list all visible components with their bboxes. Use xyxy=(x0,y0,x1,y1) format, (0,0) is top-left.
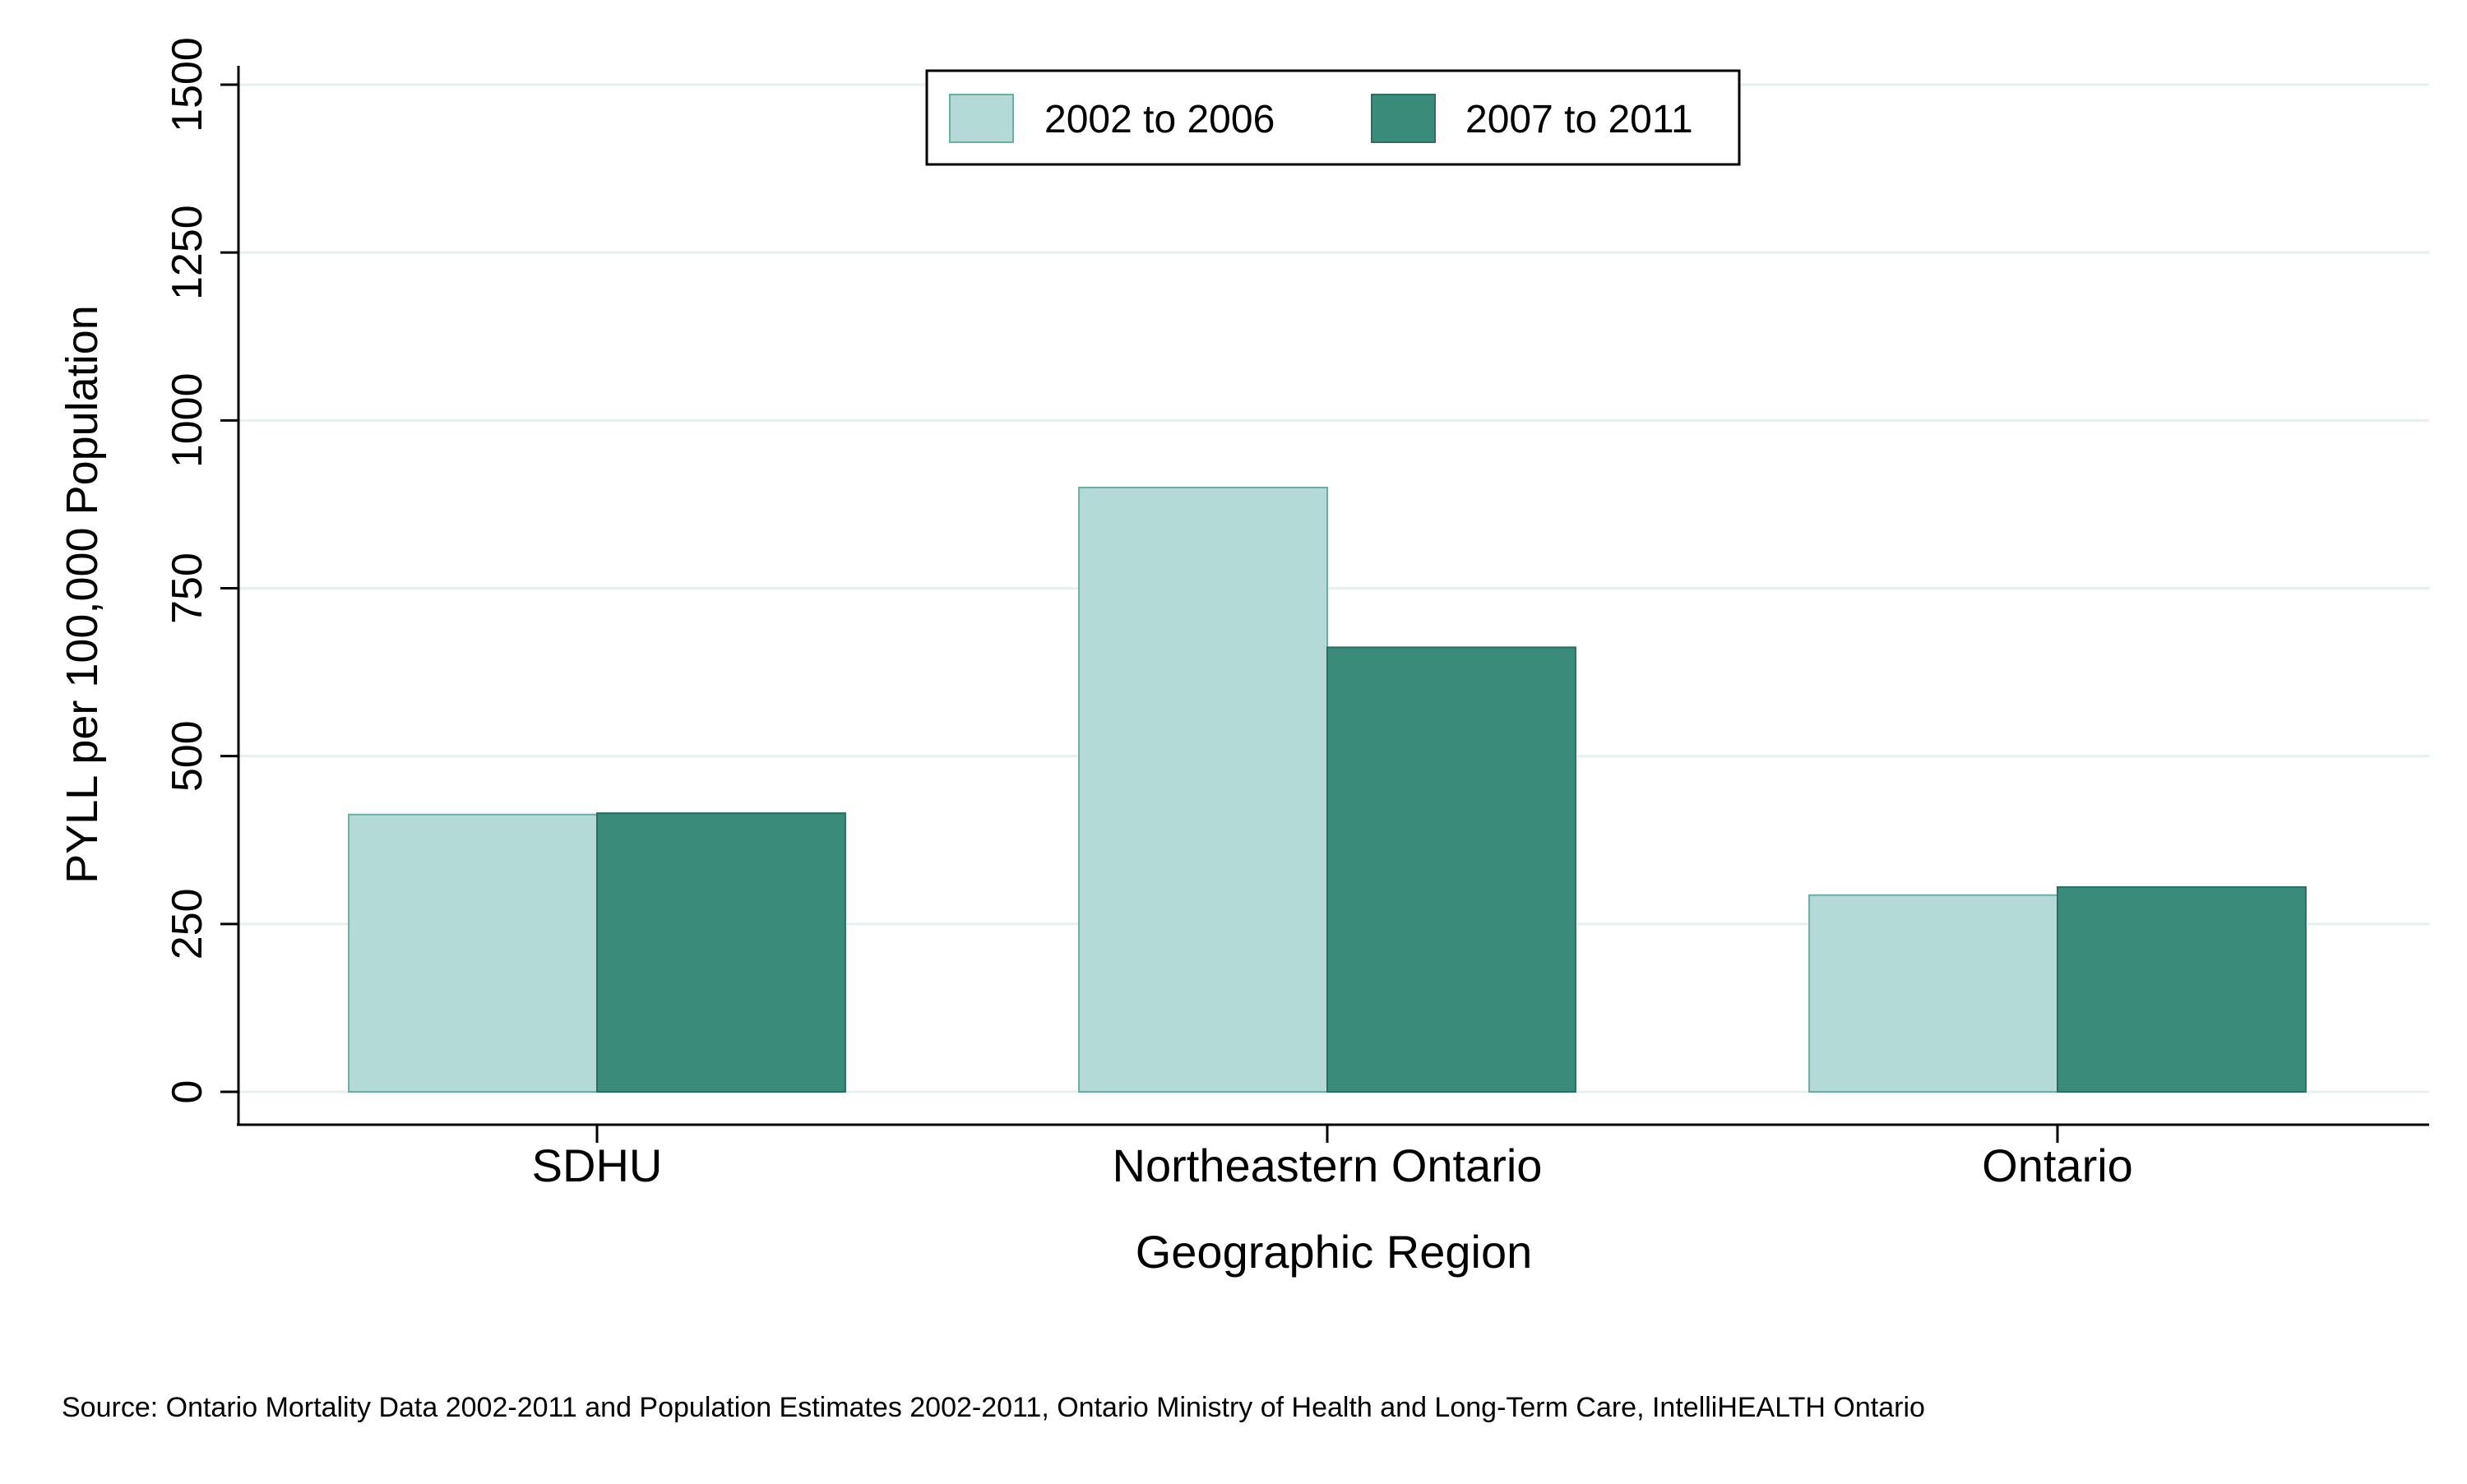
y-tick-label: 250 xyxy=(164,888,211,959)
legend: 2002 to 2006 2007 to 2011 xyxy=(925,69,1741,166)
bar xyxy=(1808,894,2059,1093)
bar xyxy=(2057,885,2307,1093)
legend-swatch-2002-2006 xyxy=(949,94,1014,143)
y-tick-label: 750 xyxy=(164,552,211,624)
bar xyxy=(1326,646,1576,1093)
y-tick-label: 0 xyxy=(164,1080,211,1104)
bar xyxy=(596,812,846,1093)
bars xyxy=(348,487,2307,1093)
x-axis-title: Geographic Region xyxy=(1136,1226,1533,1278)
bar xyxy=(348,813,598,1093)
y-axis-title: PYLL per 100,000 Population xyxy=(58,305,107,884)
y-tick-label: 1250 xyxy=(164,205,211,300)
y-tick-label: 1000 xyxy=(164,372,211,468)
legend-label-2002-2006: 2002 to 2006 xyxy=(1044,98,1275,141)
legend-box xyxy=(925,69,1741,166)
y-tick-label: 500 xyxy=(164,720,211,792)
source-note: Source: Ontario Mortality Data 2002-2011… xyxy=(62,1392,1925,1423)
x-tick-label: Northeastern Ontario xyxy=(1113,1140,1543,1191)
axes xyxy=(237,66,2429,1126)
bar xyxy=(1078,487,1328,1093)
y-tick-label: 1500 xyxy=(164,37,211,132)
x-tick-label: Ontario xyxy=(1982,1140,2133,1191)
x-ticks: SDHU Northeastern Ontario Ontario xyxy=(532,1125,2133,1191)
x-tick-label: SDHU xyxy=(532,1140,663,1191)
legend-swatch-2007-2011 xyxy=(1371,94,1436,143)
legend-label-2007-2011: 2007 to 2011 xyxy=(1465,98,1693,141)
y-ticks: 0 250 500 750 1000 1250 1500 xyxy=(164,37,238,1103)
